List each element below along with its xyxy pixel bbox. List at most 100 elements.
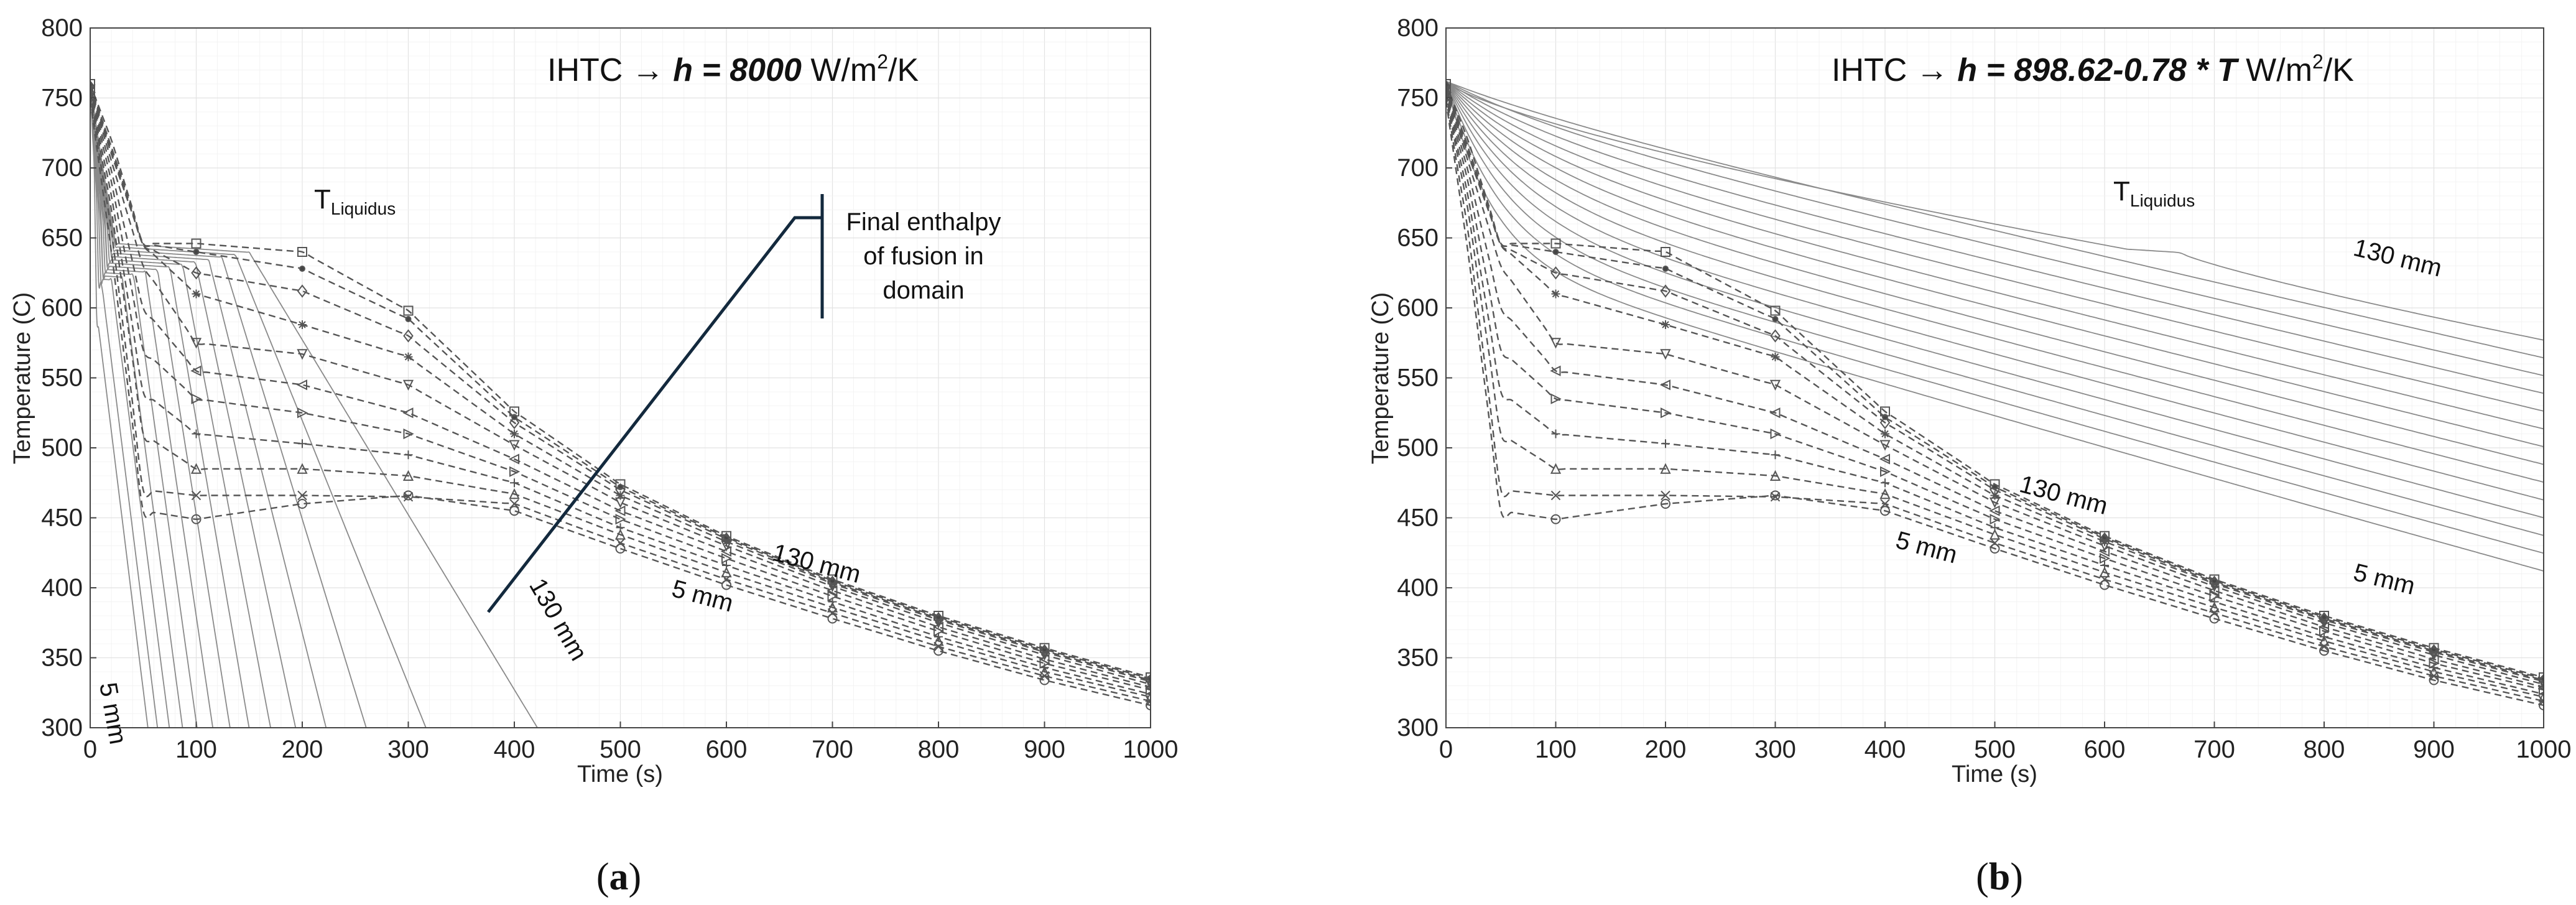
dashed-series-a-3 bbox=[90, 93, 1151, 695]
y-tick-label-a: 700 bbox=[41, 154, 83, 182]
axis-ticks-a: 0 100 200 300 400 500 600 700 800 900 1000 300 350 40… bbox=[41, 14, 1178, 763]
final-enthalpy-line-3: domain bbox=[883, 277, 964, 304]
marker-b-7 bbox=[2100, 537, 2109, 546]
dashed-series-b-4 bbox=[1446, 92, 2544, 691]
y-tick-label-b: 550 bbox=[1397, 364, 1439, 392]
marker-b-7 bbox=[1881, 429, 1889, 439]
solid-curve-a-3 bbox=[90, 81, 183, 728]
marker-b-3 bbox=[1990, 523, 1999, 532]
marker-b-3 bbox=[2100, 561, 2109, 570]
marker-a-6 bbox=[190, 338, 202, 349]
x-tick-label-a: 900 bbox=[1024, 736, 1065, 763]
marker-b-2 bbox=[2538, 691, 2544, 702]
marker-a-7 bbox=[722, 537, 731, 546]
final-enthalpy-line-2: of fusion in bbox=[863, 243, 983, 270]
marker-b-2 bbox=[1879, 488, 1891, 499]
marker-a-6 bbox=[509, 440, 520, 451]
x-tick-label-a: 500 bbox=[600, 736, 641, 763]
y-tick-label-a: 500 bbox=[41, 434, 83, 462]
marker-b-10 bbox=[1446, 79, 1451, 89]
marker-a-10 bbox=[403, 305, 414, 316]
solid-label-5mm-b: 5 mm bbox=[2351, 559, 2418, 600]
marker-b-10 bbox=[2100, 531, 2110, 541]
dashed-series-b-10 bbox=[1446, 83, 2544, 679]
marker-a-0 bbox=[297, 499, 307, 509]
marker-b-4 bbox=[1880, 466, 1891, 477]
marker-b-2 bbox=[1550, 463, 1562, 474]
y-tick-label-a: 450 bbox=[41, 504, 83, 532]
dashed-curves-b bbox=[1446, 79, 2544, 710]
marker-b-1 bbox=[1880, 499, 1890, 509]
y-tick-label-a: 400 bbox=[41, 574, 83, 601]
marker-a-3 bbox=[722, 561, 731, 570]
marker-a-10 bbox=[90, 79, 95, 89]
marker-b-3 bbox=[1551, 429, 1560, 439]
dashed-series-a-0 bbox=[90, 100, 1151, 707]
marker-a-5 bbox=[402, 407, 414, 419]
marker-b-8 bbox=[1770, 329, 1781, 343]
marker-b-10 bbox=[1550, 238, 1561, 249]
marker-b-1 bbox=[1990, 538, 2000, 548]
solid-curve-a-13 bbox=[90, 81, 539, 728]
marker-b-7 bbox=[1661, 320, 1670, 329]
x-tick-label-a: 400 bbox=[494, 736, 535, 763]
title-a: IHTC → h = 8000 W/m2/K bbox=[547, 50, 919, 88]
marker-b-0 bbox=[2209, 613, 2220, 624]
marker-a-10 bbox=[297, 247, 307, 257]
marker-a-1 bbox=[297, 490, 307, 501]
marker-a-2 bbox=[827, 601, 838, 613]
dashed-series-b-3 bbox=[1446, 93, 2544, 695]
marker-b-7 bbox=[1771, 352, 1780, 361]
dashed-series-b-0 bbox=[1446, 100, 2544, 707]
x-tick-label-b: 900 bbox=[2413, 736, 2455, 763]
marker-b-6 bbox=[1660, 349, 1671, 360]
y-tick-label-b: 600 bbox=[1397, 294, 1439, 322]
x-tick-label-a: 700 bbox=[812, 736, 853, 763]
x-tick-label-b: 600 bbox=[2084, 736, 2126, 763]
dashed-series-a-1 bbox=[90, 98, 1151, 702]
x-tick-label-a: 600 bbox=[706, 736, 748, 763]
marker-a-1 bbox=[191, 490, 202, 501]
dashed-series-b-1 bbox=[1446, 98, 2544, 702]
y-tick-label-b: 650 bbox=[1397, 225, 1439, 252]
marker-a-10 bbox=[827, 574, 838, 585]
liquidus-label-b: TLiquidus bbox=[2113, 176, 2195, 210]
enthalpy-leader-line bbox=[487, 216, 822, 613]
y-tick-label-b: 450 bbox=[1397, 504, 1439, 532]
marker-b-4 bbox=[1990, 514, 2001, 525]
dashed-series-b-6 bbox=[1446, 89, 2544, 685]
marker-a-2 bbox=[933, 635, 944, 646]
solid-curve-b-5 bbox=[1446, 81, 2544, 483]
x-tick-label-b: 0 bbox=[1439, 736, 1453, 763]
marker-a-3 bbox=[510, 478, 519, 488]
x-tick-label-a: 800 bbox=[918, 736, 960, 763]
marker-b-3 bbox=[1881, 478, 1889, 488]
solid-curve-b-12 bbox=[1446, 80, 2544, 359]
marker-a-2 bbox=[190, 463, 202, 474]
marker-a-7 bbox=[192, 289, 201, 299]
y-tick-label-a: 300 bbox=[41, 714, 83, 741]
liquidus-label-a: TLiquidus bbox=[314, 184, 396, 218]
marker-b-4 bbox=[2209, 590, 2220, 602]
marker-b-7 bbox=[1551, 289, 1560, 299]
marker-a-5 bbox=[508, 453, 519, 465]
marker-b-9 bbox=[1772, 316, 1779, 322]
marker-a-0 bbox=[509, 506, 519, 516]
solid-curve-a-5 bbox=[90, 81, 214, 728]
marker-b-4 bbox=[2539, 684, 2544, 695]
solid-curve-b-11 bbox=[1446, 80, 2544, 376]
y-axis-label-a: Temperature (C) bbox=[9, 292, 35, 465]
y-tick-label-a: 550 bbox=[41, 364, 83, 392]
y-tick-label-b: 350 bbox=[1397, 644, 1439, 672]
marker-a-10 bbox=[1146, 672, 1151, 682]
x-tick-label-a: 1000 bbox=[1123, 736, 1179, 763]
caption-b: (b) bbox=[1976, 856, 2023, 898]
marker-b-5 bbox=[1550, 365, 1561, 376]
marker-a-9 bbox=[405, 316, 412, 322]
marker-a-10 bbox=[934, 611, 943, 621]
marker-b-1 bbox=[1770, 492, 1781, 502]
dashed-series-a-8 bbox=[90, 86, 1151, 681]
solid-curve-b-10 bbox=[1446, 80, 2544, 394]
grid-a bbox=[90, 27, 1151, 728]
marker-b-0 bbox=[2100, 580, 2110, 590]
